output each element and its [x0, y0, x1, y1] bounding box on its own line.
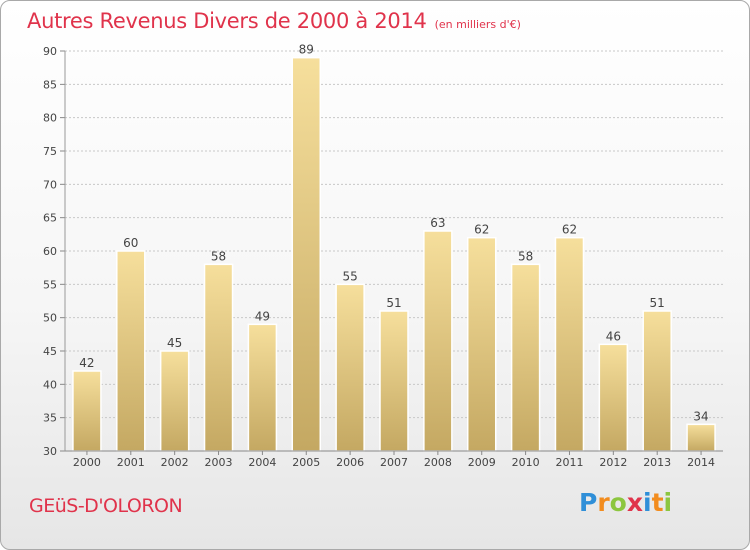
logo-letter: i	[663, 488, 673, 517]
bar-2008	[423, 230, 453, 452]
bar-2001	[116, 250, 146, 452]
y-tick-label: 55	[43, 278, 57, 291]
value-label-2014: 34	[693, 409, 708, 423]
x-tick-label-2014: 2014	[687, 456, 715, 469]
y-tick-label: 50	[43, 312, 57, 325]
y-tick-label: 65	[43, 212, 57, 225]
bar-2005	[291, 56, 322, 452]
logo-letter: i	[643, 488, 652, 517]
x-tick-label-2012: 2012	[599, 456, 627, 469]
value-label-2013: 51	[650, 296, 665, 310]
bar-2002	[159, 350, 190, 452]
value-label-2009: 62	[474, 223, 489, 237]
x-tick-label-2005: 2005	[292, 456, 320, 469]
x-tick-label-2008: 2008	[424, 456, 452, 469]
bar-2013	[642, 310, 672, 452]
logo-letter: t	[651, 488, 664, 517]
bar-2009	[466, 236, 497, 452]
x-tick-label-2004: 2004	[248, 456, 276, 469]
y-tick-label: 40	[43, 378, 57, 391]
chart-title-unit: (en milliers d'€)	[434, 18, 521, 31]
x-tick-label-2009: 2009	[468, 456, 496, 469]
x-tick-label-2007: 2007	[380, 456, 408, 469]
x-tick-label-2000: 2000	[73, 456, 101, 469]
bar-2000	[72, 370, 102, 452]
y-tick-label: 80	[43, 112, 57, 125]
y-tick-label: 90	[43, 45, 57, 58]
value-label-2000: 42	[79, 356, 94, 370]
value-label-2003: 58	[211, 249, 226, 263]
logo-letter: r	[597, 488, 610, 517]
chart-title: Autres Revenus Divers de 2000 à 2014 (en …	[27, 9, 521, 33]
bar-2011	[554, 236, 585, 452]
logo-letter: P	[579, 488, 598, 517]
x-tick-label-2001: 2001	[117, 456, 145, 469]
value-label-2004: 49	[255, 309, 270, 323]
value-label-2012: 46	[606, 329, 621, 343]
commune-name: GEüS-D'OLORON	[29, 495, 183, 517]
bar-2006	[335, 283, 365, 452]
bar-2003	[203, 263, 234, 452]
value-label-2001: 60	[123, 236, 138, 250]
x-tick-label-2002: 2002	[161, 456, 189, 469]
value-label-2008: 63	[430, 216, 445, 230]
value-label-2005: 89	[299, 43, 314, 57]
y-tick-label: 70	[43, 178, 57, 191]
value-label-2006: 55	[342, 269, 357, 283]
x-tick-label-2011: 2011	[555, 456, 583, 469]
y-tick-label: 35	[43, 412, 57, 425]
logo-letter: o	[609, 488, 627, 517]
x-tick-label-2013: 2013	[643, 456, 671, 469]
bar-2012	[598, 343, 629, 452]
x-tick-label-2010: 2010	[512, 456, 540, 469]
proxiti-logo[interactable]: Proxiti	[579, 488, 672, 517]
bar-2004	[247, 323, 278, 452]
chart-title-main: Autres Revenus Divers de 2000 à 2014	[27, 9, 427, 33]
value-label-2007: 51	[386, 296, 401, 310]
logo-letter: x	[626, 488, 643, 517]
bar-2010	[510, 263, 541, 452]
y-tick-label: 85	[43, 78, 57, 91]
y-tick-label: 45	[43, 345, 57, 358]
y-tick-label: 75	[43, 145, 57, 158]
bar-2007	[379, 310, 409, 452]
value-label-2010: 58	[518, 249, 533, 263]
value-label-2002: 45	[167, 336, 182, 350]
y-tick-label: 30	[43, 445, 57, 458]
bar-2014	[686, 423, 716, 452]
y-tick-label: 60	[43, 245, 57, 258]
x-tick-label-2003: 2003	[205, 456, 233, 469]
value-label-2011: 62	[562, 223, 577, 237]
x-tick-label-2006: 2006	[336, 456, 364, 469]
